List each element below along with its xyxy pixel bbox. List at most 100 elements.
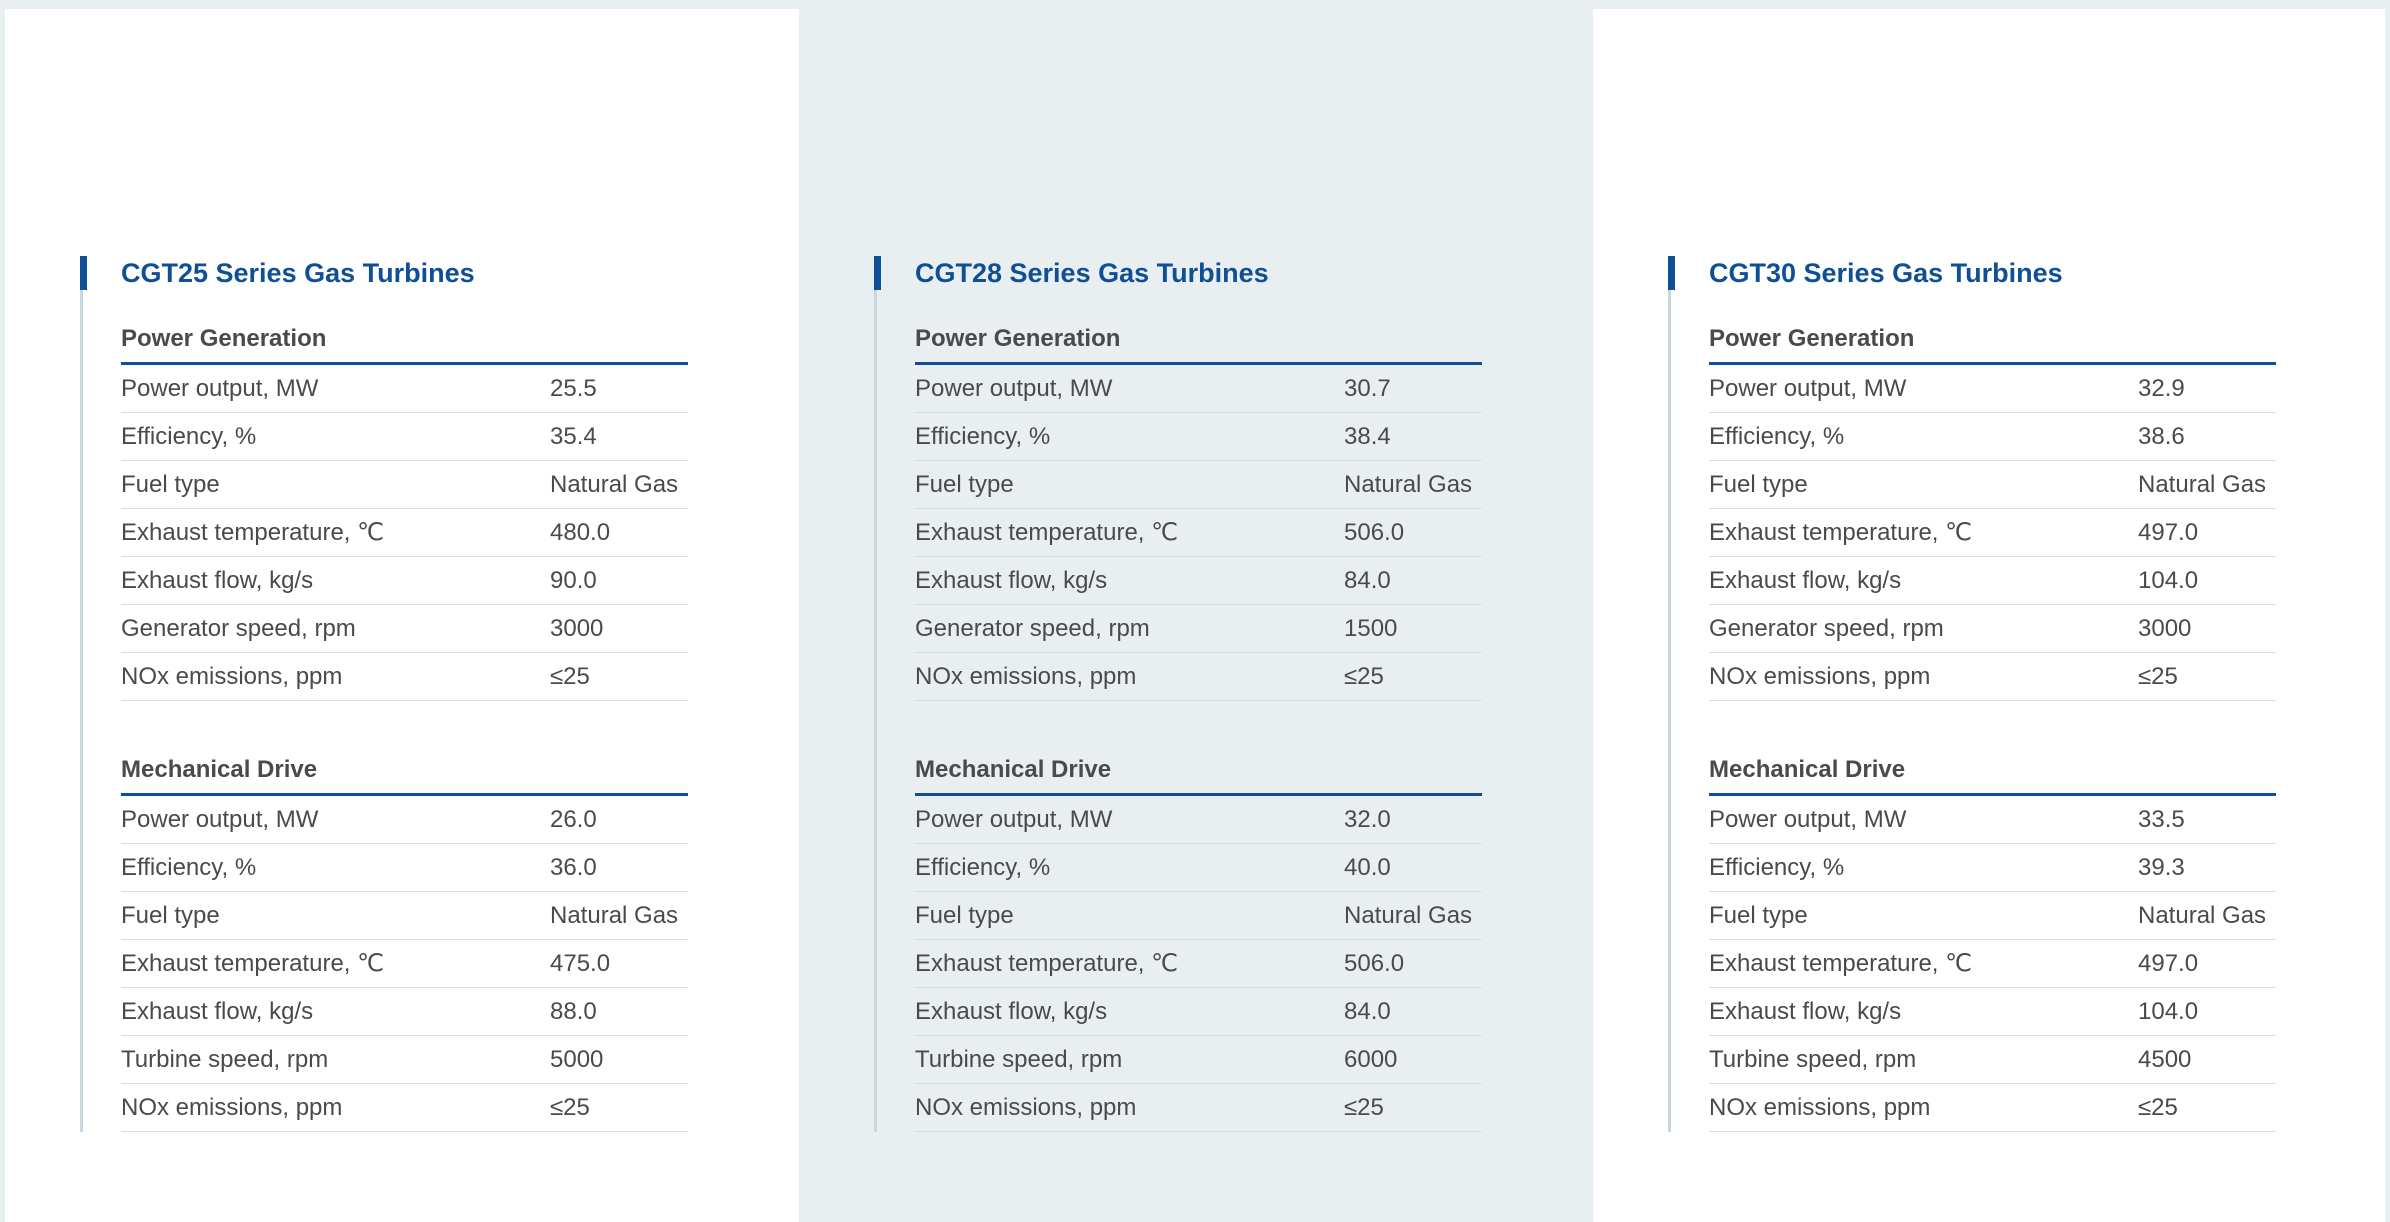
- spec-label: NOx emissions, ppm: [121, 1094, 343, 1121]
- spec-value: 3000: [2138, 615, 2192, 642]
- section-title-power-generation: Power Generation: [915, 324, 1482, 365]
- spec-label: Efficiency, %: [915, 423, 1051, 450]
- spec-row: Fuel type Natural Gas: [121, 892, 688, 940]
- spec-row: Exhaust flow, kg/s 104.0: [1709, 557, 2276, 605]
- spec-row: Generator speed, rpm 3000: [1709, 605, 2276, 653]
- spec-row: Efficiency, % 40.0: [915, 844, 1482, 892]
- spec-value: 33.5: [2138, 806, 2185, 833]
- spec-value: ≤25: [550, 663, 590, 690]
- spec-row: Efficiency, % 36.0: [121, 844, 688, 892]
- spec-row: NOx emissions, ppm ≤25: [1709, 653, 2276, 701]
- spec-label: NOx emissions, ppm: [915, 1094, 1137, 1121]
- spec-table-mechanical-drive: Power output, MW 32.0 Efficiency, % 40.0 Fue…: [915, 796, 1482, 1132]
- spec-row: Exhaust flow, kg/s 88.0: [121, 988, 688, 1036]
- spec-table-power-generation: Power output, MW 25.5 Efficiency, % 35.4 Fue…: [121, 365, 688, 701]
- spec-label: Generator speed, rpm: [121, 615, 356, 642]
- spec-row: Power output, MW 30.7: [915, 365, 1482, 413]
- spec-value: ≤25: [2138, 1094, 2178, 1121]
- spec-value: Natural Gas: [550, 471, 679, 498]
- spec-label: NOx emissions, ppm: [915, 663, 1137, 690]
- spec-row: NOx emissions, ppm ≤25: [121, 1084, 688, 1132]
- spec-row: Turbine speed, rpm 5000: [121, 1036, 688, 1084]
- spec-label: Fuel type: [915, 902, 1014, 929]
- spec-row: Efficiency, % 35.4: [121, 413, 688, 461]
- spec-label: Efficiency, %: [915, 854, 1051, 881]
- spec-value: 84.0: [1344, 998, 1391, 1025]
- spec-label: Exhaust temperature, ℃: [121, 519, 385, 546]
- spec-row: Fuel type Natural Gas: [121, 461, 688, 509]
- spec-label: Exhaust flow, kg/s: [121, 998, 314, 1025]
- spec-value: Natural Gas: [550, 902, 679, 929]
- series-title: CGT25 Series Gas Turbines: [121, 258, 475, 288]
- spec-value: 4500: [2138, 1046, 2192, 1073]
- spec-value: ≤25: [550, 1094, 590, 1121]
- spec-label: Fuel type: [121, 471, 220, 498]
- spec-label: Generator speed, rpm: [1709, 615, 1944, 642]
- spec-row: Exhaust flow, kg/s 84.0: [915, 557, 1482, 605]
- spec-row: Exhaust temperature, ℃ 475.0: [121, 940, 688, 988]
- section-title-mechanical-drive: Mechanical Drive: [121, 755, 688, 796]
- spec-value: 36.0: [550, 854, 597, 881]
- section-title-power-generation: Power Generation: [1709, 324, 2276, 365]
- spec-table-mechanical-drive: Power output, MW 26.0 Efficiency, % 36.0 Fue…: [121, 796, 688, 1132]
- spec-label: Exhaust flow, kg/s: [1709, 998, 1902, 1025]
- spec-value: Natural Gas: [1344, 471, 1473, 498]
- spec-value: 90.0: [550, 567, 597, 594]
- spec-label: Power output, MW: [121, 806, 319, 833]
- spec-value: 32.9: [2138, 375, 2185, 402]
- spec-row: Exhaust temperature, ℃ 506.0: [915, 940, 1482, 988]
- spec-value: 30.7: [1344, 375, 1391, 402]
- spec-page: CGT25 Series Gas Turbines Power Generati…: [5, 9, 2385, 1222]
- spec-value: 5000: [550, 1046, 604, 1073]
- series-title: CGT28 Series Gas Turbines: [915, 258, 1269, 288]
- series-column-3: CGT30 Series Gas Turbines Power Generati…: [1593, 9, 2385, 1222]
- spec-row: Fuel type Natural Gas: [915, 892, 1482, 940]
- spec-row: Power output, MW 25.5: [121, 365, 688, 413]
- spec-value: 1500: [1344, 615, 1398, 642]
- spec-value: 88.0: [550, 998, 597, 1025]
- spec-value: ≤25: [2138, 663, 2178, 690]
- spec-row: Exhaust flow, kg/s 104.0: [1709, 988, 2276, 1036]
- spec-label: Turbine speed, rpm: [121, 1046, 329, 1073]
- spec-table-mechanical-drive: Power output, MW 33.5 Efficiency, % 39.3 Fue…: [1709, 796, 2276, 1132]
- spec-row: NOx emissions, ppm ≤25: [915, 653, 1482, 701]
- spec-value: Natural Gas: [2138, 471, 2267, 498]
- spec-row: Generator speed, rpm 1500: [915, 605, 1482, 653]
- spec-value: 480.0: [550, 519, 611, 546]
- spec-label: NOx emissions, ppm: [121, 663, 343, 690]
- spec-label: Power output, MW: [1709, 806, 1907, 833]
- spec-label: Exhaust temperature, ℃: [121, 950, 385, 977]
- section-title-mechanical-drive: Mechanical Drive: [1709, 755, 2276, 796]
- spec-value: 3000: [550, 615, 604, 642]
- spec-row: Exhaust temperature, ℃ 497.0: [1709, 940, 2276, 988]
- spec-value: 475.0: [550, 950, 611, 977]
- spec-value: 497.0: [2138, 950, 2199, 977]
- spec-row: NOx emissions, ppm ≤25: [915, 1084, 1482, 1132]
- spec-row: Efficiency, % 38.4: [915, 413, 1482, 461]
- spec-label: Exhaust temperature, ℃: [1709, 950, 1973, 977]
- spec-label: Fuel type: [1709, 471, 1808, 498]
- spec-row: Efficiency, % 38.6: [1709, 413, 2276, 461]
- spec-label: Exhaust flow, kg/s: [915, 567, 1108, 594]
- spec-value: 32.0: [1344, 806, 1391, 833]
- spec-value: 104.0: [2138, 998, 2199, 1025]
- spec-row: Exhaust flow, kg/s 84.0: [915, 988, 1482, 1036]
- spec-value: 26.0: [550, 806, 597, 833]
- spec-label: Efficiency, %: [1709, 423, 1845, 450]
- spec-row: Turbine speed, rpm 4500: [1709, 1036, 2276, 1084]
- spec-row: Fuel type Natural Gas: [1709, 892, 2276, 940]
- spec-value: 35.4: [550, 423, 597, 450]
- spec-label: Efficiency, %: [121, 423, 257, 450]
- spec-label: Fuel type: [915, 471, 1014, 498]
- spec-label: Exhaust flow, kg/s: [121, 567, 314, 594]
- spec-row: Power output, MW 32.0: [915, 796, 1482, 844]
- spec-label: NOx emissions, ppm: [1709, 1094, 1931, 1121]
- spec-row: Fuel type Natural Gas: [1709, 461, 2276, 509]
- spec-label: Fuel type: [1709, 902, 1808, 929]
- section-title-mechanical-drive: Mechanical Drive: [915, 755, 1482, 796]
- spec-value: ≤25: [1344, 663, 1384, 690]
- spec-row: NOx emissions, ppm ≤25: [121, 653, 688, 701]
- spec-value: 38.4: [1344, 423, 1391, 450]
- series-card: CGT25 Series Gas Turbines Power Generati…: [80, 256, 688, 1132]
- spec-label: Efficiency, %: [121, 854, 257, 881]
